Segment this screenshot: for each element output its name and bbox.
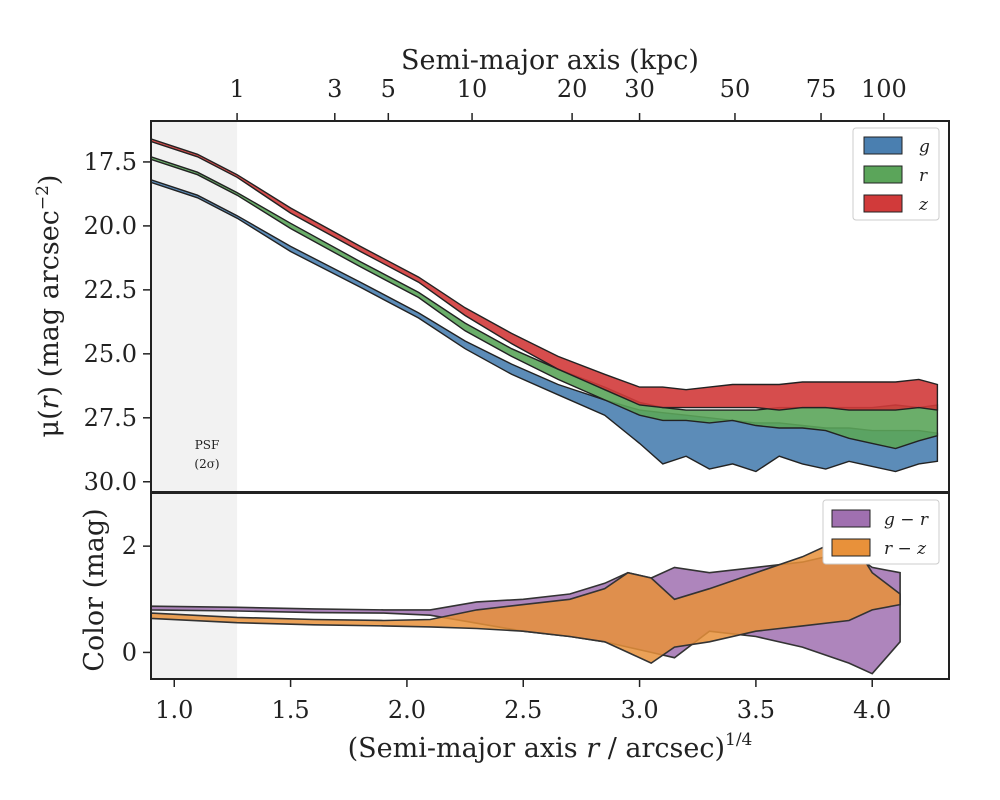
kpc-tick-label: 100 (861, 75, 907, 103)
sb-y-tick-label: 25.0 (84, 340, 137, 368)
kpc-tick-label: 50 (720, 75, 751, 103)
color-y-ticks: 02 (122, 532, 151, 666)
kpc-tick-label: 3 (327, 75, 342, 103)
sb-y-label-unit: ) (mag arcsec (34, 210, 65, 396)
sb-y-label-r: r (34, 394, 65, 409)
kpc-tick-label: 75 (806, 75, 837, 103)
x-tick-label: 3.5 (737, 696, 775, 724)
kpc-tick-label: 1 (229, 75, 244, 103)
sb-band-g (151, 179, 939, 473)
sb-y-tick-label: 20.0 (84, 212, 137, 240)
sb-legend-label-r: r (919, 166, 928, 186)
color-panel: 02 1.0 1.5 2.0 2.5 3.0 3.5 4.0 Color (mag) (Se… (79, 492, 950, 764)
x-ticks: 1.0 1.5 2.0 2.5 3.0 3.5 4.0 (155, 679, 891, 724)
x-label-main: (Semi-major axis (348, 733, 587, 764)
sb-legend-swatch-r (863, 165, 903, 184)
color-y-tick-label: 2 (122, 532, 137, 560)
top-axis-label: Semi-major axis (kpc) (401, 45, 699, 76)
sb-y-tick-label: 30.0 (84, 468, 137, 496)
sb-legend-swatch-z (863, 194, 903, 213)
color-legend-label-r-z: r − z (884, 539, 927, 559)
x-label-unit: / arcsec) (599, 733, 725, 764)
sb-y-label-close: ) (34, 175, 65, 186)
color-band-r-z (151, 534, 901, 665)
color-panel-frame (150, 492, 950, 680)
color-area-layer (151, 534, 901, 675)
sb-band-z (151, 138, 939, 411)
kpc-ticks: 1 3 5 10 20 30 50 75 100 (229, 75, 907, 121)
sb-y-tick-label: 22.5 (84, 276, 137, 304)
sb-y-ticks: 17.5 20.0 22.5 25.0 27.5 30.0 (84, 148, 151, 496)
sb-legend-label-z: z (918, 195, 929, 215)
color-legend-label-g-r: g − r (884, 510, 929, 530)
x-tick-label: 1.0 (155, 696, 193, 724)
sb-y-tick-label: 27.5 (84, 404, 137, 432)
sb-legend-label-g: g (919, 137, 930, 157)
psf-label-line1: PSF (195, 438, 220, 452)
sb-legend: grz (852, 127, 940, 221)
kpc-tick-label: 10 (457, 75, 488, 103)
sb-y-label-mu: μ( (34, 409, 65, 437)
color-y-label: Color (mag) (79, 508, 110, 671)
sb-y-label-sup: −2 (33, 185, 53, 210)
color-legend-swatch-g-r (831, 509, 871, 528)
psf-region (151, 121, 238, 492)
x-label-r: r (586, 733, 601, 764)
x-tick-label: 3.0 (620, 696, 658, 724)
x-axis-label: (Semi-major axis r / arcsec)1/4 (348, 730, 753, 764)
color-legend-swatch-r-z (831, 538, 871, 557)
x-tick-label: 2.0 (388, 696, 426, 724)
x-tick-label: 4.0 (853, 696, 891, 724)
x-label-sup: 1/4 (725, 730, 752, 750)
sb-y-label: μ(r) (mag arcsec−2) (33, 175, 65, 438)
psf-region-color (151, 493, 238, 679)
color-legend: g − r r − z (822, 499, 940, 565)
kpc-tick-label: 20 (557, 75, 588, 103)
x-tick-label: 2.5 (504, 696, 542, 724)
sb-panel: PSF (2σ) 17.5 20.0 22.5 25.0 27.5 30.0 1 3 5 10 2… (33, 45, 950, 496)
sb-y-tick-label: 17.5 (84, 148, 137, 176)
kpc-tick-label: 30 (624, 75, 655, 103)
kpc-tick-label: 5 (381, 75, 396, 103)
x-tick-label: 1.5 (272, 696, 310, 724)
sb-area-layer (151, 138, 939, 473)
color-y-tick-label: 0 (122, 638, 137, 666)
psf-label-line2: (2σ) (194, 457, 219, 471)
sb-legend-swatch-g (863, 136, 903, 155)
